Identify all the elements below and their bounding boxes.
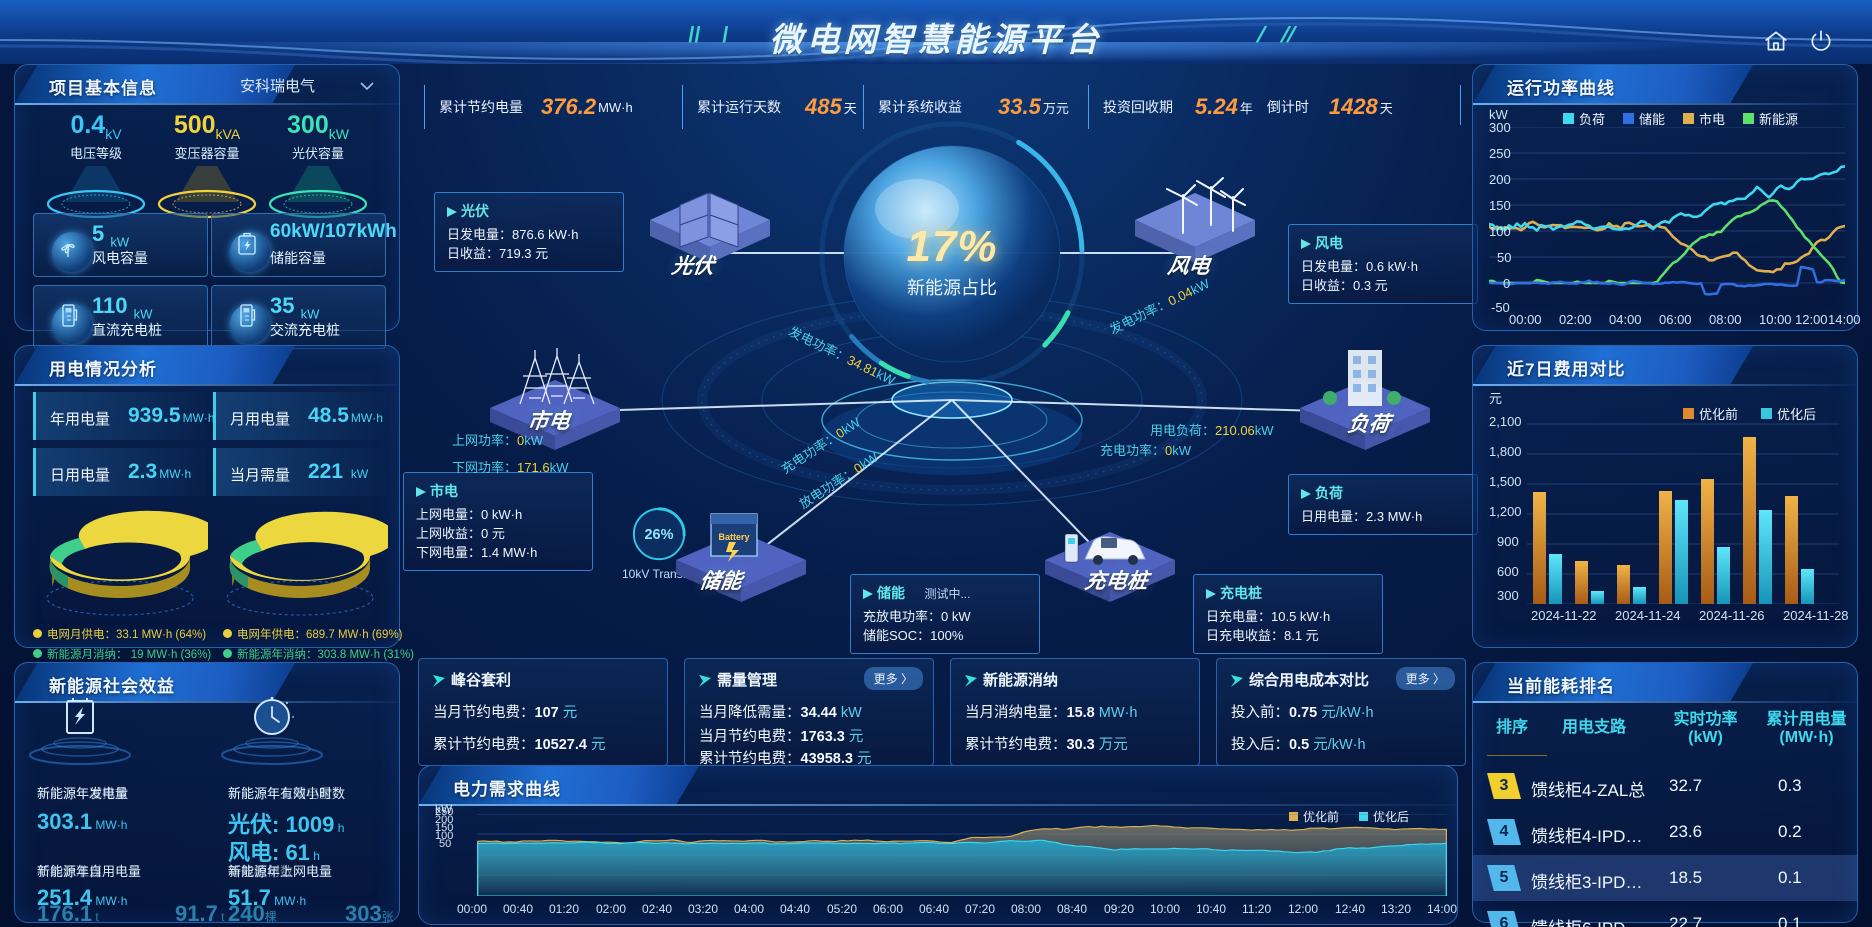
svg-text:Battery: Battery xyxy=(718,532,749,542)
